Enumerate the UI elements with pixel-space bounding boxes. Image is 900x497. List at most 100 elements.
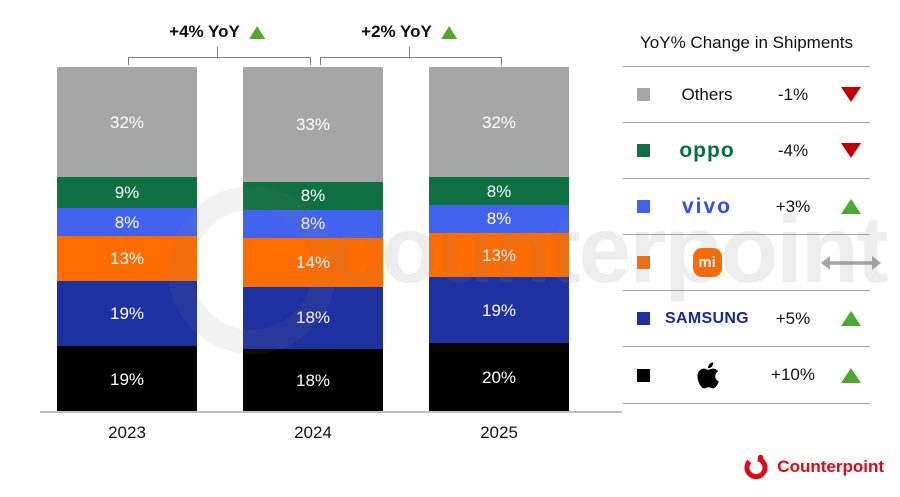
legend-panel: YoY% Change in Shipments Others -1% oppo -4… xyxy=(623,20,881,404)
legend-change-value: +10% xyxy=(771,365,815,385)
legend-trend-cell xyxy=(831,87,870,103)
legend-row-apple: +10% xyxy=(623,346,870,404)
vivo-logo: vivo xyxy=(681,194,733,218)
legend-swatch-samsung xyxy=(637,312,650,326)
segment-value-label: 19% xyxy=(109,369,145,389)
trend-down-icon xyxy=(840,87,861,103)
bracket-2023-2024 xyxy=(128,57,311,65)
segment-value-label: 14% xyxy=(295,252,331,272)
segment-vivo-2024: 8% xyxy=(243,209,383,238)
legend-row-mi: mi xyxy=(623,234,881,290)
trend-up-icon xyxy=(840,367,861,383)
x-axis-label-2023: 2023 xyxy=(108,423,146,442)
counterpoint-wordmark: Counterpoint xyxy=(777,457,884,476)
segment-vivo-2025: 8% xyxy=(429,205,569,233)
trend-down-icon xyxy=(840,143,861,159)
segment-value-label: 9% xyxy=(114,183,140,203)
legend-row-vivo: vivo +3% xyxy=(623,178,870,234)
segment-oppo-2025: 8% xyxy=(429,177,569,205)
segment-value-label: 19% xyxy=(481,300,517,320)
legend-swatch-apple xyxy=(637,368,650,382)
segment-value-label: 8% xyxy=(114,212,140,232)
x-axis-line xyxy=(40,411,622,413)
legend-change-value: +5% xyxy=(775,308,811,328)
legend-brand-cell xyxy=(659,360,755,391)
segment-apple-2023: 19% xyxy=(57,346,197,412)
yoy-annotation-2023-2024: +4% YoY xyxy=(169,22,265,42)
samsung-logo: SAMSUNG xyxy=(665,309,749,327)
yoy-annotation-2024-2025: +2% YoY xyxy=(361,22,457,42)
x-axis-label-2024: 2024 xyxy=(294,423,332,442)
legend-swatch-others xyxy=(637,88,650,102)
apple-logo-icon xyxy=(694,360,720,391)
segment-value-label: 18% xyxy=(295,371,331,391)
segment-value-label: 8% xyxy=(300,186,326,206)
bar-2025: 32% 8% 8% 13% 19% 20% xyxy=(429,67,569,412)
segment-samsung-2025: 19% xyxy=(429,277,569,343)
segment-samsung-2023: 19% xyxy=(57,280,197,347)
segment-value-label: 19% xyxy=(109,304,145,324)
yoy-annotation-label: +2% YoY xyxy=(361,22,432,41)
trend-up-icon xyxy=(440,25,457,39)
yoy-annotation-label: +4% YoY xyxy=(169,22,240,41)
segment-value-label: 33% xyxy=(295,115,331,134)
legend-change-value: -4% xyxy=(777,140,809,160)
xiaomi-mi-logo: mi xyxy=(692,248,722,278)
legend-row-samsung: SAMSUNG +5% xyxy=(623,290,870,346)
legend-trend-cell xyxy=(831,199,870,215)
legend-swatch-mi xyxy=(637,256,650,270)
segment-value-label: 8% xyxy=(486,181,512,201)
x-axis-label-2025: 2025 xyxy=(480,423,518,442)
segment-xiaomi-2024: 14% xyxy=(243,237,383,287)
legend-brand-cell: vivo xyxy=(659,195,755,219)
legend-brand-cell: oppo xyxy=(659,139,755,163)
legend-trend-cell xyxy=(820,255,881,271)
segment-oppo-2023: 9% xyxy=(57,177,197,209)
trend-up-icon xyxy=(248,25,265,39)
segment-xiaomi-2023: 13% xyxy=(57,236,197,281)
trend-flat-arrow-icon xyxy=(820,255,882,271)
segment-value-label: 8% xyxy=(486,209,512,229)
segment-value-label: 32% xyxy=(109,112,145,132)
counterpoint-icon xyxy=(743,454,769,480)
legend-brand-cell: SAMSUNG xyxy=(659,310,755,328)
segment-value-label: 8% xyxy=(300,214,326,234)
segment-others-2025: 32% xyxy=(429,67,569,178)
segment-others-2024: 33% xyxy=(243,67,383,182)
segment-value-label: 18% xyxy=(295,308,331,328)
segment-value-label: 20% xyxy=(481,367,517,387)
counterpoint-logo: Counterpoint xyxy=(743,454,884,480)
legend-trend-cell xyxy=(831,143,870,159)
segment-oppo-2024: 8% xyxy=(243,182,383,210)
segment-others-2023: 32% xyxy=(57,67,197,178)
legend-swatch-vivo xyxy=(637,200,650,214)
segment-value-label: 13% xyxy=(109,248,145,268)
legend-change-value: -1% xyxy=(777,84,809,104)
segment-samsung-2024: 18% xyxy=(243,286,383,350)
legend-title: YoY% Change in Shipments xyxy=(640,33,853,52)
segment-value-label: 13% xyxy=(481,245,517,265)
legend-row-others: Others -1% xyxy=(623,66,870,122)
bar-2024: 33% 8% 8% 14% 18% 18% xyxy=(243,67,383,412)
segment-apple-2024: 18% xyxy=(243,349,383,412)
legend-trend-cell xyxy=(831,367,870,383)
legend-brand-label: Others xyxy=(681,84,733,104)
segment-xiaomi-2025: 13% xyxy=(429,232,569,278)
trend-up-icon xyxy=(840,199,861,215)
trend-up-icon xyxy=(840,311,861,327)
bracket-tick xyxy=(409,47,410,57)
legend-swatch-oppo xyxy=(637,144,650,158)
bracket-2024-2025 xyxy=(320,57,502,65)
legend-trend-cell xyxy=(831,311,870,327)
segment-value-label: 32% xyxy=(481,112,517,132)
segment-vivo-2023: 8% xyxy=(57,208,197,237)
legend-rows: Others -1% oppo -4% vivo +3% mi SAMSUNG +5% +10% xyxy=(623,66,881,404)
legend-row-oppo: oppo -4% xyxy=(623,122,870,178)
legend-brand-cell: Others xyxy=(659,85,755,105)
bracket-tick xyxy=(217,47,218,57)
oppo-logo: oppo xyxy=(679,138,735,162)
segment-apple-2025: 20% xyxy=(429,342,569,412)
legend-brand-cell: mi xyxy=(659,248,755,278)
bar-2023: 32% 9% 8% 13% 19% 19% xyxy=(57,67,197,412)
